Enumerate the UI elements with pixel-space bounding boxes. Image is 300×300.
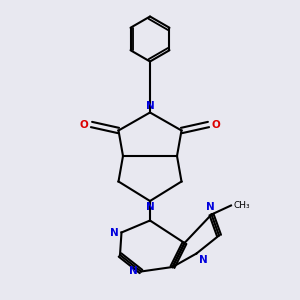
Text: N: N (206, 202, 214, 212)
Text: N: N (110, 227, 118, 238)
Text: N: N (129, 266, 138, 277)
Text: N: N (146, 202, 154, 212)
Text: N: N (146, 101, 154, 111)
Text: CH₃: CH₃ (234, 201, 250, 210)
Text: O: O (212, 119, 220, 130)
Text: N: N (200, 255, 208, 265)
Text: O: O (80, 119, 88, 130)
